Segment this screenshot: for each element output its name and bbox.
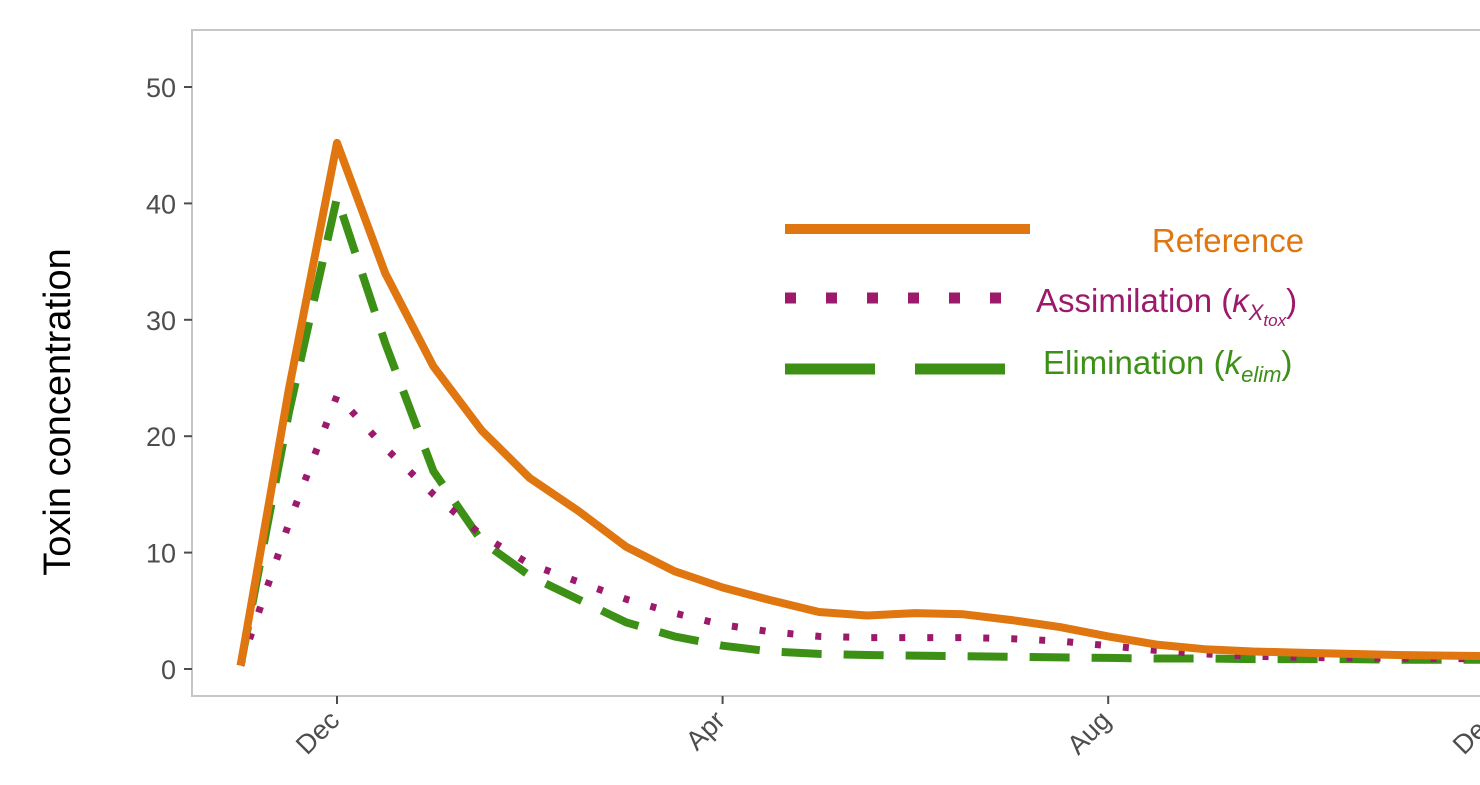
x-tick-label: Dec: [1447, 705, 1480, 760]
legend-label-assimilation-text: Assimilation (: [1036, 282, 1232, 319]
x-tick-label: Dec: [290, 705, 345, 760]
y-tick-label: 10: [146, 539, 176, 569]
y-tick-label: 0: [161, 655, 176, 685]
x-tick-label: Apr: [680, 705, 731, 756]
series-line-solid: [236, 138, 1480, 667]
legend: Reference Assimilation (κXtox) Eliminati…: [785, 222, 1304, 387]
y-axis-label: Toxin concentration: [37, 248, 79, 575]
y-tick-label: 20: [146, 422, 176, 452]
x-tick-label: Aug: [1061, 705, 1116, 760]
legend-label-reference: Reference: [1152, 222, 1304, 259]
legend-label-elimination: Elimination (kelim): [1043, 344, 1292, 387]
y-tick-label: 30: [146, 306, 176, 336]
series-line-dashed: [236, 193, 1480, 667]
y-tick-label: 40: [146, 189, 176, 219]
plot-panel: [191, 29, 1480, 697]
y-tick-label: 50: [146, 73, 176, 103]
legend-label-assimilation: Assimilation (κXtox): [1036, 282, 1297, 330]
